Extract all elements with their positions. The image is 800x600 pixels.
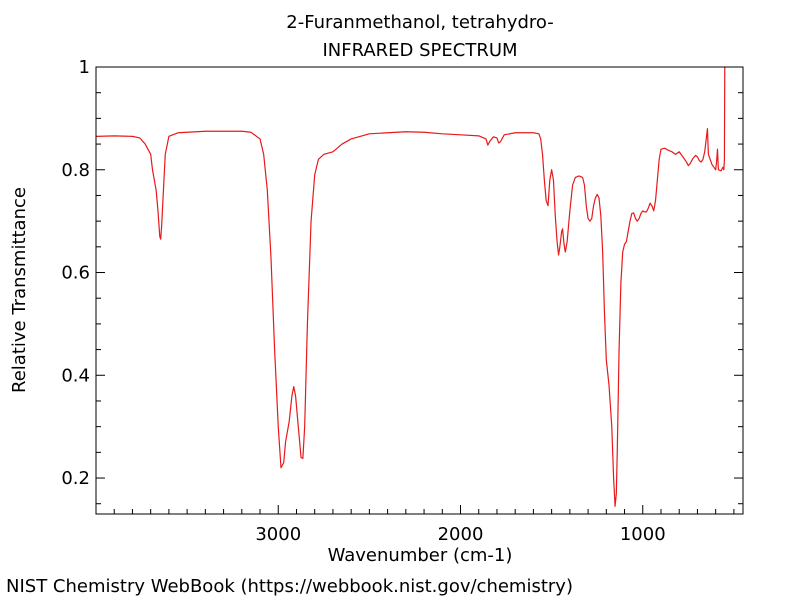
- x-tick-label: 1000: [620, 524, 666, 545]
- y-tick-label: 0.4: [61, 365, 90, 386]
- y-axis-label: Relative Transmittance: [9, 187, 30, 393]
- y-tick-label: 1: [79, 57, 90, 78]
- x-tick-label: 3000: [255, 524, 301, 545]
- axis-ticks: [96, 66, 743, 514]
- spectrum-line: [95, 66, 726, 507]
- chart-title: 2-Furanmethanol, tetrahydro-: [286, 12, 554, 33]
- y-tick-label: 0.2: [61, 468, 90, 489]
- tick-labels: 3000 2000 1000 0.2 0.4 0.6 0.8 1: [61, 57, 665, 545]
- source-attribution: NIST Chemistry WebBook (https://webbook.…: [6, 576, 573, 597]
- plot-frame: [95, 66, 744, 515]
- x-tick-label: 2000: [438, 524, 484, 545]
- chart-subtitle: INFRARED SPECTRUM: [322, 40, 517, 61]
- x-axis-label: Wavenumber (cm-1): [328, 545, 513, 566]
- y-tick-label: 0.8: [61, 160, 90, 181]
- y-tick-label: 0.6: [61, 263, 90, 284]
